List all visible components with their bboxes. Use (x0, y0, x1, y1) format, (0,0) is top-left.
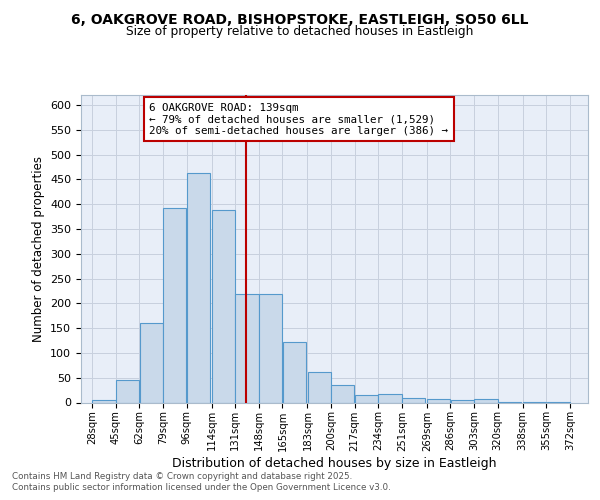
Bar (283, 342, 306, 402)
Bar (451, 400, 474, 402)
Text: Contains HM Land Registry data © Crown copyright and database right 2025.: Contains HM Land Registry data © Crown c… (12, 472, 352, 481)
Bar (92, 400, 116, 402)
Text: 6, OAKGROVE ROAD, BISHOPSTOKE, EASTLEIGH, SO50 6LL: 6, OAKGROVE ROAD, BISHOPSTOKE, EASTLEIGH… (71, 12, 529, 26)
Bar (235, 294, 259, 403)
Text: 6 OAKGROVE ROAD: 139sqm
← 79% of detached houses are smaller (1,529)
20% of semi: 6 OAKGROVE ROAD: 139sqm ← 79% of detache… (149, 102, 448, 136)
Bar (259, 294, 282, 403)
Bar (140, 323, 163, 402)
Bar (355, 395, 378, 402)
Bar (308, 372, 331, 402)
Bar (379, 394, 401, 402)
Bar (331, 385, 355, 402)
Bar (402, 398, 425, 402)
Bar (116, 380, 139, 402)
Y-axis label: Number of detached properties: Number of detached properties (32, 156, 44, 342)
Bar (212, 210, 235, 402)
Text: Size of property relative to detached houses in Eastleigh: Size of property relative to detached ho… (127, 25, 473, 38)
Bar (475, 398, 497, 402)
Bar (187, 173, 210, 402)
Text: Contains public sector information licensed under the Open Government Licence v3: Contains public sector information licen… (12, 484, 391, 492)
Bar (427, 399, 450, 402)
Bar (163, 208, 187, 402)
X-axis label: Distribution of detached houses by size in Eastleigh: Distribution of detached houses by size … (172, 458, 497, 470)
